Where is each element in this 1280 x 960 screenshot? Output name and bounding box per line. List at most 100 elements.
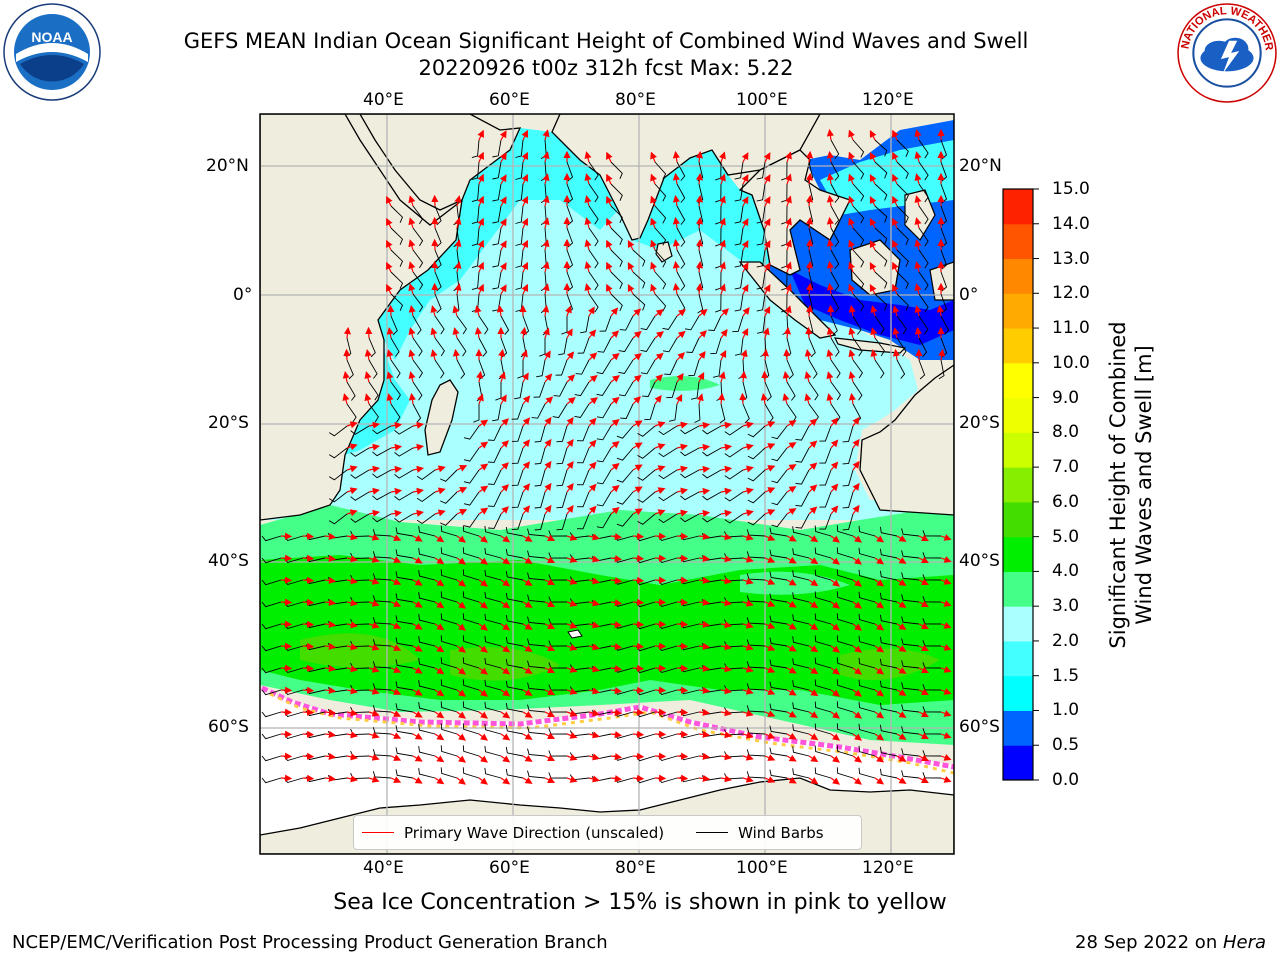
wave-direction-arrow [324,730,337,739]
wave-direction-arrow [786,442,797,449]
wave-direction-arrow [522,557,533,564]
wave-direction-arrow [478,755,488,763]
wave-direction-arrow [584,239,592,251]
wind-barb [412,381,423,401]
wave-direction-arrow [478,463,489,471]
wave-direction-arrow [544,438,552,449]
wave-direction-arrow [720,753,732,761]
wave-direction-arrow [676,421,688,429]
wave-direction-arrow [676,309,686,317]
wind-barb [836,657,854,669]
wind-barb [632,293,646,311]
wave-direction-arrow [566,753,578,761]
wave-direction-arrow [521,151,528,163]
wave-direction-arrow [914,217,922,229]
nws-logo: NATIONAL WEATHER SERVICE [1176,2,1277,103]
wave-direction-arrow [456,487,468,494]
wind-barb [418,548,436,559]
wave-direction-arrow [386,393,394,405]
wave-direction-arrow [826,260,834,273]
wind-barb [536,359,546,378]
footer-date: 28 Sep 2022 on Hera [1075,932,1266,953]
wave-direction-arrow [869,130,877,141]
wind-barb [456,359,466,379]
wave-direction-arrow [280,664,293,672]
wave-direction-arrow [940,710,952,717]
wave-direction-arrow [456,689,466,697]
wave-direction-arrow [785,261,792,273]
wind-barb [879,636,898,647]
wind-barb [261,689,282,696]
wave-direction-arrow [542,327,550,339]
wave-direction-arrow [280,752,293,760]
wave-direction-arrow [826,327,834,339]
wind-barb [328,425,348,437]
colorbar-tick-label: 6.0 [1052,491,1080,512]
wave-direction-arrow [610,307,619,317]
wave-direction-arrow [654,576,667,584]
wave-direction-arrow [324,620,337,629]
colorbar-segment [1003,675,1033,711]
wave-direction-arrow [430,305,438,317]
wind-barb [658,469,678,480]
wave-direction-arrow [764,509,776,516]
wind-barb [576,425,590,442]
wave-direction-arrow [500,777,511,785]
wind-barb [874,183,888,201]
colorbar-segment [1003,501,1033,538]
wind-barb [792,702,810,713]
wave-direction-arrow [387,304,395,317]
wave-direction-arrow [521,283,528,295]
wave-direction-arrow [610,330,620,339]
wave-direction-arrow [386,261,393,273]
wind-barb [708,315,722,331]
wind-barb [515,205,524,224]
wave-direction-arrow [654,774,667,782]
wave-direction-arrow [804,371,812,383]
wind-barb [734,205,744,224]
colorbar [1003,188,1039,781]
wind-barb [792,680,810,691]
wind-barb [619,315,634,331]
wave-direction-arrow [454,261,462,273]
wave-direction-arrow [720,643,732,651]
wave-direction-arrow [761,370,769,383]
wave-direction-arrow [695,260,704,273]
wave-direction-arrow [588,643,600,651]
wave-direction-arrows-layer [280,128,952,785]
wave-direction-arrow [719,195,726,207]
wave-direction-arrow [698,554,711,563]
wave-direction-arrow [477,151,484,163]
wave-direction-arrow [698,774,711,783]
wind-barb [484,745,502,757]
wave-direction-arrow [500,645,511,653]
wind-barb [732,315,744,333]
wave-direction-arrow [804,349,812,361]
wave-direction-arrow [764,754,776,761]
wave-direction-arrow [544,482,552,493]
wave-direction-arrow [280,730,293,738]
wind-barb [395,681,414,691]
wave-direction-arrow [892,195,899,207]
wind-barb [684,315,700,331]
wind-barb [514,381,524,400]
wave-direction-arrow [522,461,531,471]
wave-direction-arrow [896,645,907,652]
wind-barb [484,767,502,779]
wind-barb [747,447,766,460]
wave-direction-arrow [936,304,944,317]
lat-tick-right-20s: 20°S [959,413,1000,433]
wave-direction-arrow [892,129,899,141]
colorbar-tick-label: 14.0 [1052,213,1090,234]
wave-direction-arrow [763,306,771,317]
wave-direction-arrow [805,326,813,339]
wave-direction-arrow [785,151,792,163]
wave-direction-arrow [676,774,689,782]
wave-direction-arrow [498,371,506,383]
wave-direction-arrow [456,733,466,741]
wave-direction-arrow [368,487,380,495]
wave-direction-arrow [565,328,573,339]
wave-direction-arrow [302,774,315,782]
footer-host: Hera [1222,932,1266,953]
wind-barb [390,315,398,336]
